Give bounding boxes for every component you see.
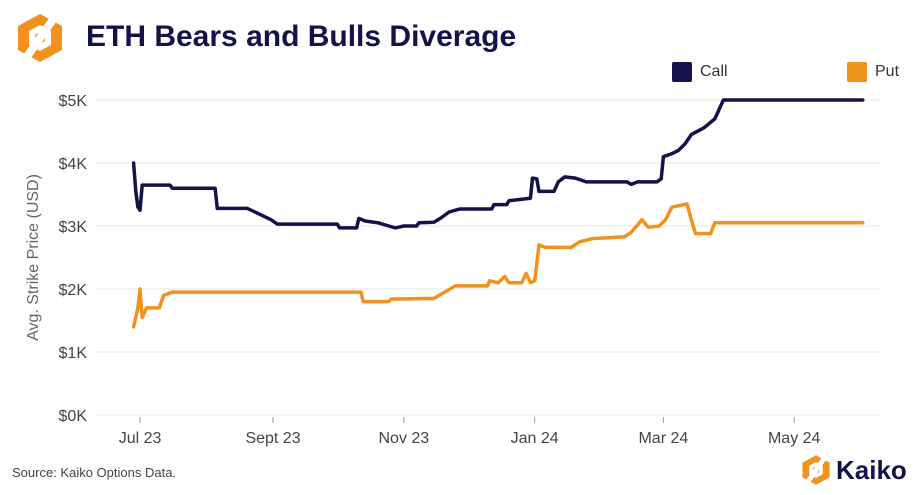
x-tick-label-3: Jan 24: [511, 430, 559, 447]
x-tick-label-5: May 24: [768, 430, 821, 447]
y-tick-label-2000: $2K: [59, 282, 88, 299]
series-line-call: [131, 98, 865, 230]
legend-item-call: Call: [672, 62, 728, 82]
x-tick-label-2: Nov 23: [379, 430, 430, 447]
chart-title: ETH Bears and Bulls Diverage: [86, 20, 517, 53]
y-tick-label-3000: $3K: [59, 219, 88, 236]
x-tick-label-0: Jul 23: [119, 430, 162, 447]
legend-label-call: Call: [700, 63, 728, 80]
x-tick-label-1: Sept 23: [245, 430, 300, 447]
brand-logo: Kaiko: [800, 454, 907, 486]
legend-swatch-call: [672, 62, 692, 82]
y-tick-label-1000: $1K: [59, 345, 88, 362]
legend-swatch-put: [847, 62, 867, 82]
source-note: Source: Kaiko Options Data.: [12, 465, 177, 480]
legend-item-put: Put: [847, 62, 899, 82]
y-axis-title: Avg. Strike Price (USD): [25, 174, 42, 341]
y-tick-label-0: $0K: [59, 408, 88, 425]
series-line-put: [131, 202, 865, 329]
kaiko-brand-icon: [802, 455, 830, 485]
legend-label-put: Put: [875, 63, 900, 80]
y-tick-label-4000: $4K: [59, 156, 88, 173]
y-tick-label-5000: $5K: [59, 93, 88, 110]
x-tick-label-4: Mar 24: [638, 430, 688, 447]
brand-text: Kaiko: [836, 454, 907, 485]
kaiko-logo-icon: [18, 14, 62, 62]
